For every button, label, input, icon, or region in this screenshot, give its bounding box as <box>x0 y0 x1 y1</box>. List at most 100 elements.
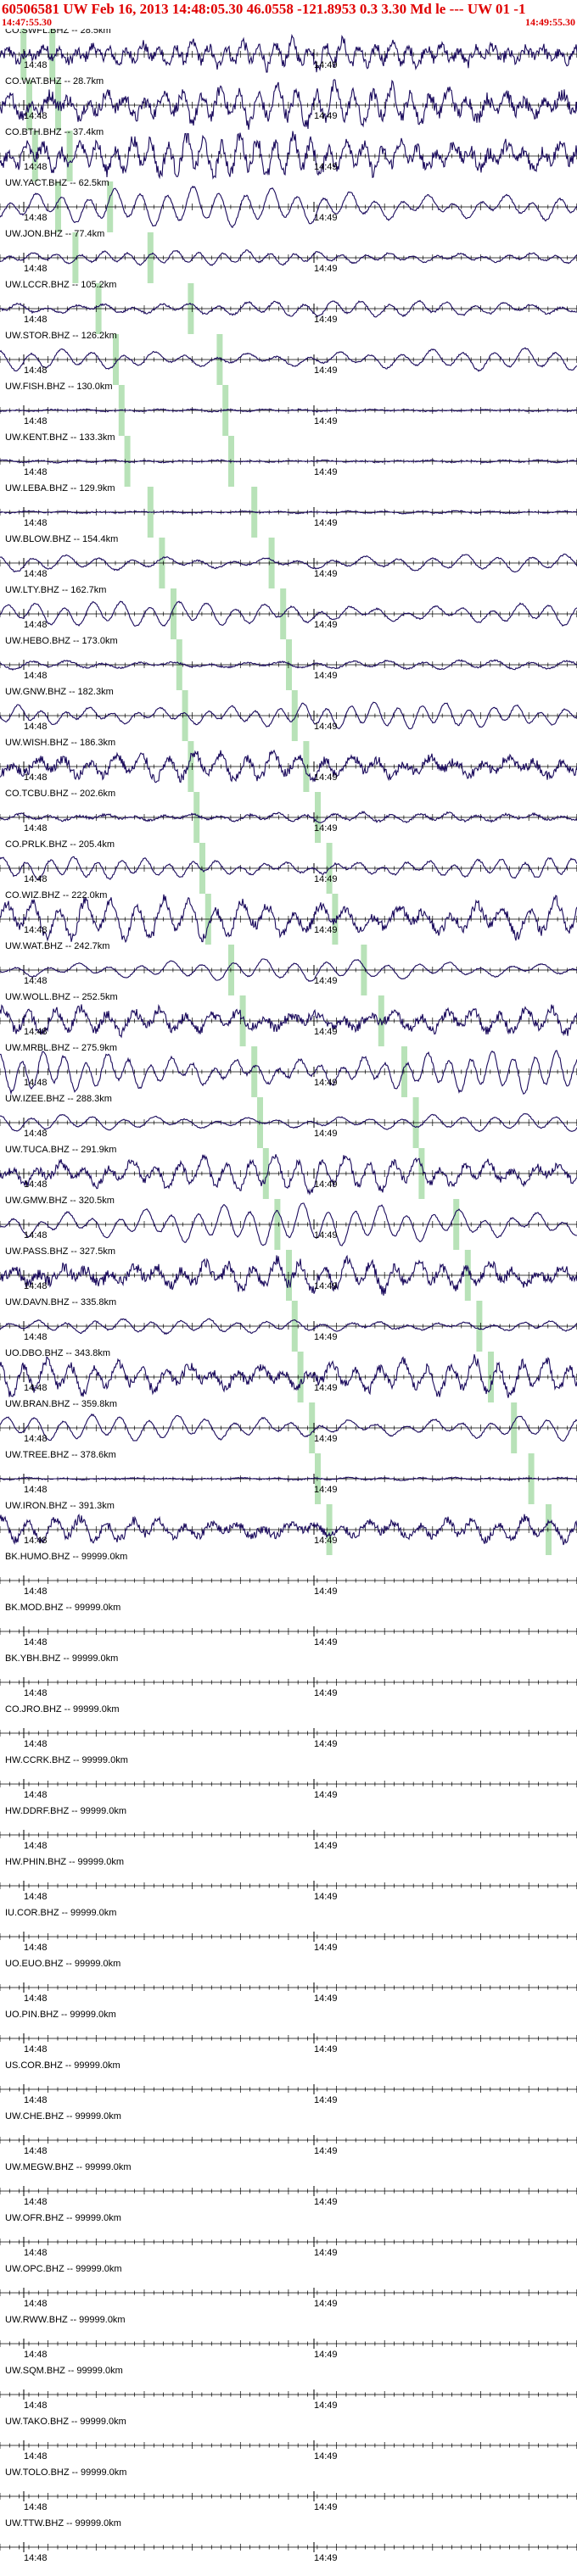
tick-label: 14:48 <box>24 1841 48 1851</box>
seismic-trace <box>0 1154 577 1196</box>
time-ticks <box>0 254 577 261</box>
station-row: IU.COR.BHZ -- 99999.0km 14:48 14:49 <box>0 1908 577 1953</box>
tick-label: 14:49 <box>314 365 338 376</box>
tick-label: 14:48 <box>24 2350 48 2360</box>
station-label: UW.BLOW.BHZ -- 154.4km <box>5 534 118 544</box>
station-label: UW.WOLL.BHZ -- 252.5km <box>5 992 118 1002</box>
tick-label: 14:48 <box>24 1078 48 1088</box>
seismic-trace <box>0 659 577 672</box>
tick-label: 14:48 <box>24 976 48 986</box>
station-label: UW.YACT.BHZ -- 62.5km <box>5 178 109 188</box>
tick-label: 14:48 <box>24 722 48 732</box>
tick-label: 14:49 <box>314 772 338 783</box>
tick-label: 14:49 <box>314 1637 338 1648</box>
tick-label: 14:49 <box>314 823 338 834</box>
tick-label: 14:48 <box>24 2400 48 2411</box>
seismic-trace <box>0 811 577 823</box>
station-row: UW.IRON.BHZ -- 391.3km 14:48 14:49 <box>0 1501 577 1555</box>
station-row: UW.TREE.BHZ -- 378.6km 14:48 14:49 <box>0 1450 577 1504</box>
station-label: UW.DAVN.BHZ -- 335.8km <box>5 1297 116 1308</box>
tick-label: 14:49 <box>314 162 338 172</box>
tick-label: 14:49 <box>314 2248 338 2258</box>
station-label: IU.COR.BHZ -- 99999.0km <box>5 1908 116 1918</box>
seismic-trace <box>0 1354 577 1398</box>
tick-label: 14:49 <box>314 2400 338 2411</box>
tick-label: 14:49 <box>314 2451 338 2462</box>
tick-label: 14:49 <box>314 1790 338 1800</box>
time-ticks <box>0 916 577 923</box>
tick-label: 14:48 <box>24 1993 48 2004</box>
seismic-trace <box>0 347 577 372</box>
time-ticks <box>0 2340 577 2347</box>
station-label: UW.OFR.BHZ -- 99999.0km <box>5 2213 121 2223</box>
station-label: UO.EUO.BHZ -- 99999.0km <box>5 1959 120 1969</box>
station-row: UW.TTW.BHZ -- 99999.0km 14:48 14:49 <box>0 2518 577 2563</box>
tick-label: 14:48 <box>24 2044 48 2055</box>
tick-label: 14:49 <box>314 213 338 223</box>
station-label: HW.CCRK.BHZ -- 99999.0km <box>5 1755 128 1765</box>
tick-label: 14:49 <box>314 1281 338 1291</box>
station-row: CO.TCBU.BHZ -- 202.6km 14:48 14:49 <box>0 789 577 843</box>
station-row: UW.FISH.BHZ -- 130.0km 14:48 14:49 <box>0 382 577 436</box>
tick-label: 14:49 <box>314 2502 338 2512</box>
time-ticks <box>0 2035 577 2042</box>
tick-label: 14:48 <box>24 1281 48 1291</box>
station-row: UW.WISH.BHZ -- 186.3km 14:48 14:49 <box>0 738 577 792</box>
tick-label: 14:48 <box>24 925 48 935</box>
station-row: BK.MOD.BHZ -- 99999.0km 14:48 14:49 <box>0 1603 577 1648</box>
tick-label: 14:48 <box>24 1892 48 1902</box>
seismic-trace <box>0 1476 577 1481</box>
station-label: UW.WISH.BHZ -- 186.3km <box>5 738 115 748</box>
station-row: BK.YBH.BHZ -- 99999.0km 14:48 14:49 <box>0 1653 577 1698</box>
station-row: UW.SQM.BHZ -- 99999.0km 14:48 14:49 <box>0 2366 577 2411</box>
time-ticks <box>0 2188 577 2194</box>
station-row: UW.HEBO.BHZ -- 173.0km 14:48 14:49 <box>0 636 577 690</box>
station-row: UW.RWW.BHZ -- 99999.0km 14:48 14:49 <box>0 2315 577 2360</box>
tick-label: 14:48 <box>24 671 48 681</box>
time-ticks <box>0 2137 577 2144</box>
station-row: CO.SWFL.BHZ -- 28.5km 14:48 14:49 <box>0 29 577 80</box>
station-row: US.COR.BHZ -- 99999.0km 14:48 14:49 <box>0 2060 577 2105</box>
station-label: UW.IRON.BHZ -- 391.3km <box>5 1501 115 1511</box>
station-row: CO.PRLK.BHZ -- 205.4km 14:48 14:49 <box>0 839 577 894</box>
seismic-trace <box>0 299 577 318</box>
time-ticks <box>0 1577 577 1584</box>
tick-label: 14:48 <box>24 1586 48 1597</box>
tick-label: 14:49 <box>314 1536 338 1546</box>
time-ticks <box>0 1781 577 1787</box>
seismic-trace <box>0 1050 577 1096</box>
tick-label: 14:49 <box>314 1332 338 1342</box>
time-ticks <box>0 1221 577 1228</box>
time-ticks <box>0 1882 577 1889</box>
seismic-trace <box>0 894 577 944</box>
station-row: CO.WAT.BHZ -- 28.7km 14:48 14:49 <box>0 76 577 131</box>
seismic-trace <box>0 131 577 180</box>
station-label: CO.WIZ.BHZ -- 222.0km <box>5 890 107 900</box>
station-row: UW.MRBL.BHZ -- 275.9km 14:48 14:49 <box>0 1043 577 1097</box>
station-row: CO.BTH.BHZ -- 37.4km 14:48 14:49 <box>0 127 577 181</box>
tick-label: 14:48 <box>24 1434 48 1444</box>
station-label: UW.BRAN.BHZ -- 359.8km <box>5 1399 117 1409</box>
station-row: UW.OPC.BHZ -- 99999.0km 14:48 14:49 <box>0 2264 577 2309</box>
station-label: UO.DBO.BHZ -- 343.8km <box>5 1348 110 1358</box>
station-label: UW.WAT.BHZ -- 242.7km <box>5 941 109 951</box>
station-label: UW.LTY.BHZ -- 162.7km <box>5 585 106 595</box>
tick-label: 14:48 <box>24 1536 48 1546</box>
station-label: UW.TUCA.BHZ -- 291.9km <box>5 1145 116 1155</box>
time-ticks <box>0 1628 577 1635</box>
tick-label: 14:48 <box>24 823 48 834</box>
time-ticks <box>0 967 577 973</box>
station-label: BK.HUMO.BHZ -- 99999.0km <box>5 1552 127 1562</box>
station-label: BK.MOD.BHZ -- 99999.0km <box>5 1603 120 1613</box>
tick-label: 14:49 <box>314 2044 338 2055</box>
seismic-trace <box>0 33 577 73</box>
station-row: UW.YACT.BHZ -- 62.5km 14:48 14:49 <box>0 178 577 232</box>
station-row: UW.GNW.BHZ -- 182.3km 14:48 14:49 <box>0 687 577 741</box>
tick-label: 14:49 <box>314 620 338 630</box>
seismic-trace <box>0 1003 577 1039</box>
station-row: UO.EUO.BHZ -- 99999.0km 14:48 14:49 <box>0 1959 577 2004</box>
seismic-trace <box>0 510 577 515</box>
station-row: UW.MEGW.BHZ -- 99999.0km 14:48 14:49 <box>0 2162 577 2207</box>
tick-label: 14:49 <box>314 2146 338 2156</box>
tick-label: 14:48 <box>24 315 48 325</box>
